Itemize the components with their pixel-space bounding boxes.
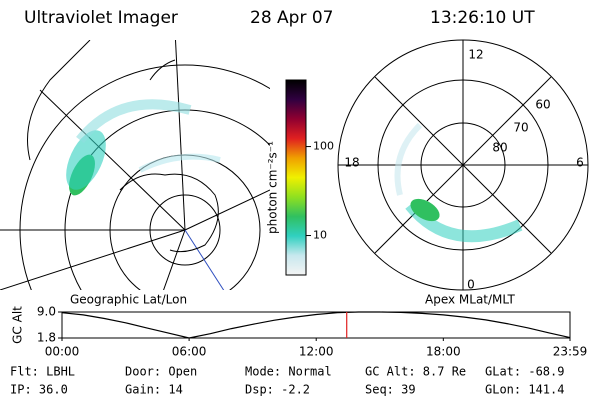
status-field: Flt: LBHL bbox=[10, 365, 75, 379]
mlat-label: 80 bbox=[492, 141, 507, 155]
mlt-label: 18 bbox=[344, 156, 359, 170]
status-field: GC Alt: 8.7 Re bbox=[365, 365, 466, 379]
time: 13:26:10 UT bbox=[430, 8, 535, 28]
polar-caption: Apex MLat/MLT bbox=[425, 293, 515, 307]
mlt-label: 6 bbox=[576, 156, 584, 170]
status-field: Gain: 14 bbox=[125, 383, 183, 397]
altitude-line bbox=[61, 311, 571, 339]
footer: Flt: LBHL Door: Open Mode: Normal GC Alt: 8… bbox=[10, 365, 564, 397]
mlat-label: 60 bbox=[535, 98, 550, 112]
status-field: IP: 36.0 bbox=[10, 383, 68, 397]
x-tick-label: 12:00 bbox=[299, 345, 334, 359]
x-tick-label: 18:00 bbox=[426, 345, 461, 359]
geo-map bbox=[0, 40, 270, 290]
colorbar-tick-label: 10 bbox=[313, 229, 327, 242]
y-tick-label: 9.0 bbox=[37, 305, 56, 319]
mlat-label: 70 bbox=[513, 121, 528, 135]
status-field: Seq: 39 bbox=[365, 383, 416, 397]
polar-map bbox=[337, 39, 589, 291]
y-tick-label: 1.8 bbox=[37, 331, 56, 345]
status-field: Door: Open bbox=[125, 365, 197, 379]
colorbar-label: photon cm⁻²s⁻¹ bbox=[266, 141, 280, 234]
y-axis-label: GC Alt bbox=[11, 306, 25, 344]
title: Ultraviolet Imager bbox=[24, 8, 178, 28]
status-field: Mode: Normal bbox=[245, 365, 332, 379]
mlt-label: 12 bbox=[468, 48, 483, 62]
x-tick-label: 23:59 bbox=[553, 345, 588, 359]
plot-frame bbox=[61, 311, 571, 339]
status-field: GLon: 141.4 bbox=[485, 383, 564, 397]
mlt-label: 0 bbox=[467, 278, 475, 292]
status-field: Dsp: -2.2 bbox=[245, 383, 310, 397]
x-tick-label: 00:00 bbox=[45, 345, 80, 359]
colorbar bbox=[285, 79, 307, 276]
colorbar-tick-label: 100 bbox=[313, 140, 334, 153]
date: 28 Apr 07 bbox=[250, 8, 333, 28]
x-tick-label: 06:00 bbox=[172, 345, 207, 359]
geo-caption: Geographic Lat/Lon bbox=[70, 293, 187, 307]
status-field: GLat: -68.9 bbox=[485, 365, 564, 379]
